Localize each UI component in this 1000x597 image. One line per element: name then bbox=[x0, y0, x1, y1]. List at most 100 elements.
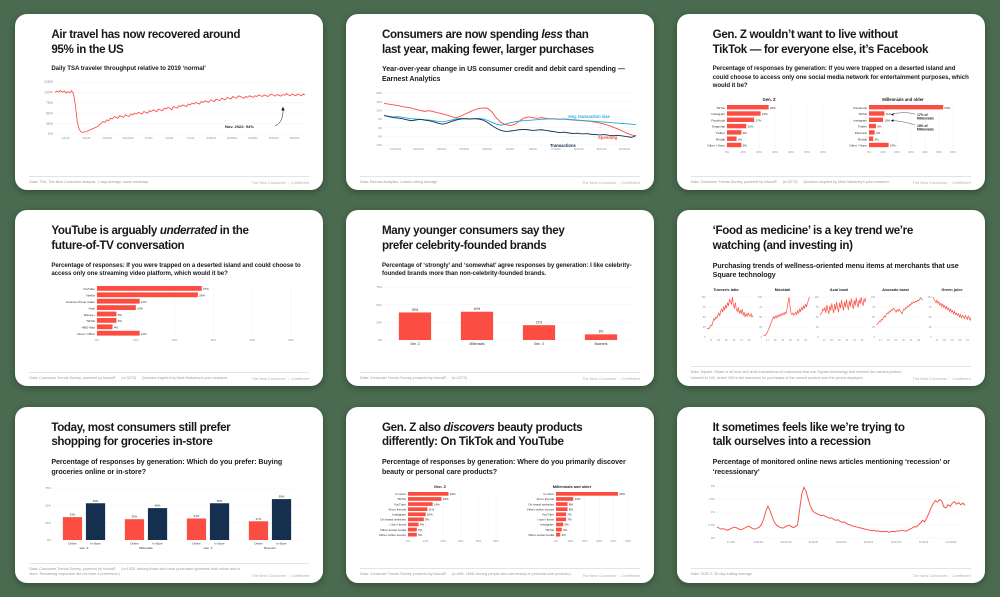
svg-text:21: 21 bbox=[796, 339, 799, 342]
svg-text:2/23/22: 2/23/22 bbox=[459, 147, 469, 151]
card-youtube-underrated[interactable]: YouTube is arguably underrated in the fut… bbox=[15, 210, 324, 387]
source-note: Data: Consumer Trends Survey, powered by… bbox=[29, 375, 229, 380]
svg-text:From friends: From friends bbox=[389, 507, 407, 511]
chart-genz-social: Gen. Z Millennials and older 0% 10% 20% 30% 40… bbox=[691, 95, 971, 191]
svg-text:14%: 14% bbox=[890, 143, 896, 147]
svg-text:8/17/22: 8/17/22 bbox=[574, 147, 584, 151]
card-footer: Data: Consumer Trends Survey, powered by… bbox=[359, 568, 640, 578]
svg-text:12/17/21: 12/17/21 bbox=[890, 540, 901, 544]
svg-text:Other social media: Other social media bbox=[528, 532, 554, 536]
card-recession-talk[interactable]: It sometimes feels like we’re trying to t… bbox=[676, 406, 985, 583]
svg-text:Online: Online bbox=[255, 541, 264, 545]
svg-text:4%: 4% bbox=[114, 326, 119, 330]
card-footer: Data: GDELT, 30-day trailing average. Th… bbox=[690, 568, 971, 578]
svg-text:17: 17 bbox=[709, 339, 712, 342]
card-celebrity-brands[interactable]: Many younger consumers say they prefer ce… bbox=[345, 210, 654, 387]
svg-text:Boomers: Boomers bbox=[265, 546, 277, 550]
svg-text:25%: 25% bbox=[376, 321, 382, 325]
svg-text:53%: 53% bbox=[217, 498, 223, 502]
svg-text:0%: 0% bbox=[710, 536, 715, 540]
svg-text:20%: 20% bbox=[582, 538, 588, 542]
svg-text:75: 75 bbox=[759, 306, 762, 309]
svg-text:HBO Max: HBO Max bbox=[82, 326, 96, 330]
svg-text:50: 50 bbox=[759, 316, 762, 319]
svg-text:50%: 50% bbox=[936, 150, 942, 154]
svg-text:14%: 14% bbox=[434, 502, 440, 506]
svg-text:50: 50 bbox=[815, 316, 818, 319]
svg-text:Snapchat: Snapchat bbox=[712, 124, 725, 128]
svg-text:10%: 10% bbox=[376, 108, 382, 112]
svg-text:7%: 7% bbox=[567, 512, 572, 516]
svg-text:1/19/22: 1/19/22 bbox=[436, 147, 446, 151]
brand-logos: The New Consumer | Coefficient bbox=[251, 572, 310, 578]
svg-text:17: 17 bbox=[879, 339, 882, 342]
svg-text:53%: 53% bbox=[93, 498, 99, 502]
svg-text:6/30/18: 6/30/18 bbox=[753, 540, 763, 544]
svg-text:20: 20 bbox=[958, 339, 961, 342]
svg-text:19: 19 bbox=[724, 339, 727, 342]
svg-text:11/10/21: 11/10/21 bbox=[390, 147, 401, 151]
svg-text:5%: 5% bbox=[378, 117, 383, 121]
svg-text:12/22/20: 12/22/20 bbox=[835, 540, 846, 544]
svg-text:Green juice: Green juice bbox=[941, 287, 963, 292]
svg-text:In-Store: In-Store bbox=[215, 541, 226, 545]
svg-text:Online: Online bbox=[69, 541, 78, 545]
svg-text:18% of: 18% of bbox=[917, 124, 929, 128]
svg-text:4%: 4% bbox=[563, 527, 568, 531]
svg-text:0%: 0% bbox=[554, 538, 559, 542]
svg-text:17: 17 bbox=[935, 339, 938, 342]
svg-text:60%: 60% bbox=[950, 150, 956, 154]
svg-text:7/16/20: 7/16/20 bbox=[103, 136, 113, 140]
svg-text:10/26/22: 10/26/22 bbox=[619, 147, 631, 151]
svg-text:8%: 8% bbox=[569, 502, 574, 506]
svg-text:21: 21 bbox=[966, 339, 969, 342]
svg-text:Mocktail: Mocktail bbox=[774, 287, 790, 292]
svg-text:25: 25 bbox=[928, 326, 931, 329]
svg-text:11%: 11% bbox=[141, 332, 147, 336]
svg-text:50%: 50% bbox=[804, 150, 810, 154]
svg-text:21%: 21% bbox=[536, 321, 543, 325]
card-beauty-discovery[interactable]: Gen. Z also discovers beauty products dif… bbox=[345, 406, 654, 583]
svg-text:9/29/21: 9/29/21 bbox=[207, 136, 217, 140]
card-genz-social[interactable]: Gen. Z wouldn’t want to live without TikT… bbox=[676, 14, 985, 191]
svg-text:100: 100 bbox=[701, 296, 706, 299]
svg-text:26%: 26% bbox=[770, 105, 776, 109]
svg-text:Millennials and older: Millennials and older bbox=[882, 97, 924, 102]
svg-text:40%: 40% bbox=[922, 150, 928, 154]
svg-text:6/8/22: 6/8/22 bbox=[529, 147, 537, 151]
chart-air-travel: 0% 25% 50% 75% 100% 125% 1/1/20 4/1/20 7/16/20 10… bbox=[29, 78, 309, 190]
svg-text:6/26/22: 6/26/22 bbox=[269, 136, 279, 140]
svg-text:4%: 4% bbox=[876, 131, 881, 135]
svg-text:100: 100 bbox=[814, 296, 819, 299]
svg-text:25: 25 bbox=[759, 326, 762, 329]
svg-text:50: 50 bbox=[702, 316, 705, 319]
svg-text:1/1/18: 1/1/18 bbox=[727, 540, 735, 544]
brand-logos: The New Consumer | Coefficient bbox=[912, 376, 971, 382]
svg-text:39%: 39% bbox=[412, 308, 419, 312]
brand-logos: The New Consumer | Coefficient bbox=[581, 180, 640, 186]
svg-text:18: 18 bbox=[773, 339, 776, 342]
brand-logos: The New Consumer | Coefficient bbox=[581, 572, 640, 578]
svg-text:46%: 46% bbox=[155, 503, 161, 507]
svg-text:50%: 50% bbox=[376, 303, 382, 307]
svg-text:20%: 20% bbox=[756, 150, 762, 154]
card-footer: Data: Consumer Trends Survey, powered by… bbox=[29, 371, 310, 381]
svg-text:On brand websites: On brand websites bbox=[528, 502, 554, 506]
svg-text:5%: 5% bbox=[418, 527, 423, 531]
svg-text:1.5%: 1.5% bbox=[708, 497, 715, 501]
svg-text:In-Store: In-Store bbox=[277, 541, 288, 545]
svg-text:In-Store: In-Store bbox=[91, 541, 102, 545]
source-note: Data: TSA, The New Consumer analysis. 7-… bbox=[29, 179, 149, 184]
svg-text:Gen. Z: Gen. Z bbox=[80, 546, 89, 550]
svg-text:3%: 3% bbox=[562, 532, 567, 536]
card-food-as-medicine[interactable]: ‘Food as medicine’ is a key trend we’re w… bbox=[676, 210, 985, 387]
svg-text:Boomers: Boomers bbox=[595, 342, 608, 346]
svg-text:Gen. Z: Gen. Z bbox=[434, 484, 447, 489]
svg-text:6/15/22: 6/15/22 bbox=[919, 540, 929, 544]
card-consumer-spending[interactable]: Consumers are now spending less than last… bbox=[345, 14, 654, 191]
card-groceries-in-store[interactable]: Today, most consumers still prefer shoppi… bbox=[15, 406, 324, 583]
svg-text:3/30/22: 3/30/22 bbox=[482, 147, 492, 151]
svg-text:19: 19 bbox=[894, 339, 897, 342]
card-air-travel[interactable]: Air travel has now recovered around 95% i… bbox=[15, 14, 324, 191]
chart-food-sparklines: Turmeric latte 0 25 50 75 100 17 18 19 20 21 22 Mock… bbox=[691, 285, 971, 386]
